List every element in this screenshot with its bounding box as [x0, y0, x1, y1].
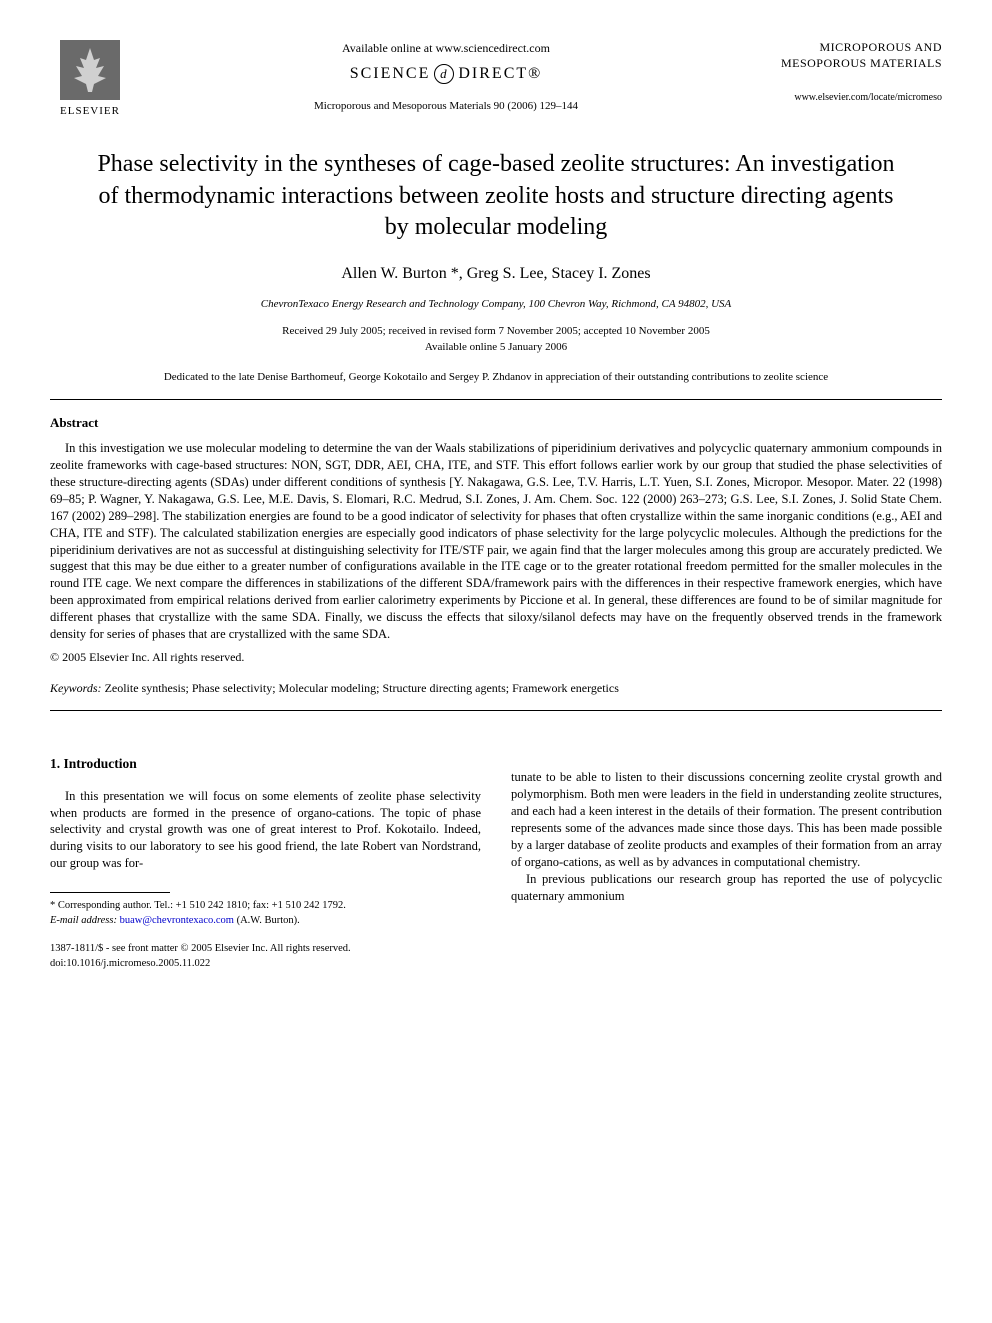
- body-columns: 1. Introduction In this presentation we …: [50, 725, 942, 971]
- front-matter-line: 1387-1811/$ - see front matter © 2005 El…: [50, 942, 481, 957]
- elsevier-tree-icon: [60, 40, 120, 100]
- page-header: ELSEVIER Available online at www.science…: [50, 40, 942, 119]
- center-header: Available online at www.sciencedirect.co…: [130, 40, 762, 115]
- section-1-heading: 1. Introduction: [50, 755, 481, 773]
- affiliation: ChevronTexaco Energy Research and Techno…: [50, 297, 942, 312]
- sd-right: DIRECT®: [458, 63, 542, 85]
- sd-dot-icon: d: [434, 64, 454, 84]
- keywords: Keywords: Zeolite synthesis; Phase selec…: [50, 680, 942, 697]
- journal-name-line2: MESOPOROUS MATERIALS: [762, 56, 942, 72]
- sd-left: SCIENCE: [350, 63, 431, 85]
- journal-name: MICROPOROUS AND MESOPOROUS MATERIALS: [762, 40, 942, 71]
- corresponding-author-footnote: * Corresponding author. Tel.: +1 510 242…: [50, 899, 481, 928]
- elsevier-label: ELSEVIER: [60, 104, 120, 119]
- dates-line1: Received 29 July 2005; received in revis…: [50, 323, 942, 340]
- email-suffix: (A.W. Burton).: [234, 915, 300, 926]
- article-dates: Received 29 July 2005; received in revis…: [50, 323, 942, 356]
- abstract-body: In this investigation we use molecular m…: [50, 440, 942, 643]
- left-column: 1. Introduction In this presentation we …: [50, 725, 481, 971]
- doi-line: doi:10.1016/j.micromeso.2005.11.022: [50, 957, 481, 972]
- right-header: MICROPOROUS AND MESOPOROUS MATERIALS www…: [762, 40, 942, 105]
- journal-reference: Microporous and Mesoporous Materials 90 …: [130, 99, 762, 114]
- footnote-rule: [50, 892, 170, 893]
- abstract-copyright: © 2005 Elsevier Inc. All rights reserved…: [50, 649, 942, 666]
- email-link[interactable]: buaw@chevrontexaco.com: [120, 915, 234, 926]
- rule-below-keywords: [50, 710, 942, 711]
- corr-author-line: * Corresponding author. Tel.: +1 510 242…: [50, 899, 481, 914]
- available-online-text: Available online at www.sciencedirect.co…: [130, 40, 762, 57]
- dedication: Dedicated to the late Denise Barthomeuf,…: [50, 370, 942, 385]
- intro-paragraph-2-right: In previous publications our research gr…: [511, 871, 942, 905]
- article-title: Phase selectivity in the syntheses of ca…: [90, 149, 902, 243]
- journal-url: www.elsevier.com/locate/micromeso: [762, 91, 942, 105]
- abstract-heading: Abstract: [50, 414, 942, 432]
- right-column: tunate to be able to listen to their dis…: [511, 725, 942, 971]
- keywords-text: Zeolite synthesis; Phase selectivity; Mo…: [102, 681, 619, 695]
- intro-paragraph-1-left: In this presentation we will focus on so…: [50, 788, 481, 872]
- science-direct-logo: SCIENCE d DIRECT®: [350, 63, 543, 85]
- keywords-label: Keywords:: [50, 681, 102, 695]
- rule-above-abstract: [50, 399, 942, 400]
- publisher-logo-block: ELSEVIER: [50, 40, 130, 119]
- dates-line2: Available online 5 January 2006: [50, 339, 942, 356]
- bottom-meta: 1387-1811/$ - see front matter © 2005 El…: [50, 942, 481, 971]
- journal-name-line1: MICROPOROUS AND: [762, 40, 942, 56]
- email-label: E-mail address:: [50, 915, 117, 926]
- authors: Allen W. Burton *, Greg S. Lee, Stacey I…: [50, 263, 942, 285]
- email-line: E-mail address: buaw@chevrontexaco.com (…: [50, 914, 481, 929]
- intro-paragraph-1-right: tunate to be able to listen to their dis…: [511, 769, 942, 870]
